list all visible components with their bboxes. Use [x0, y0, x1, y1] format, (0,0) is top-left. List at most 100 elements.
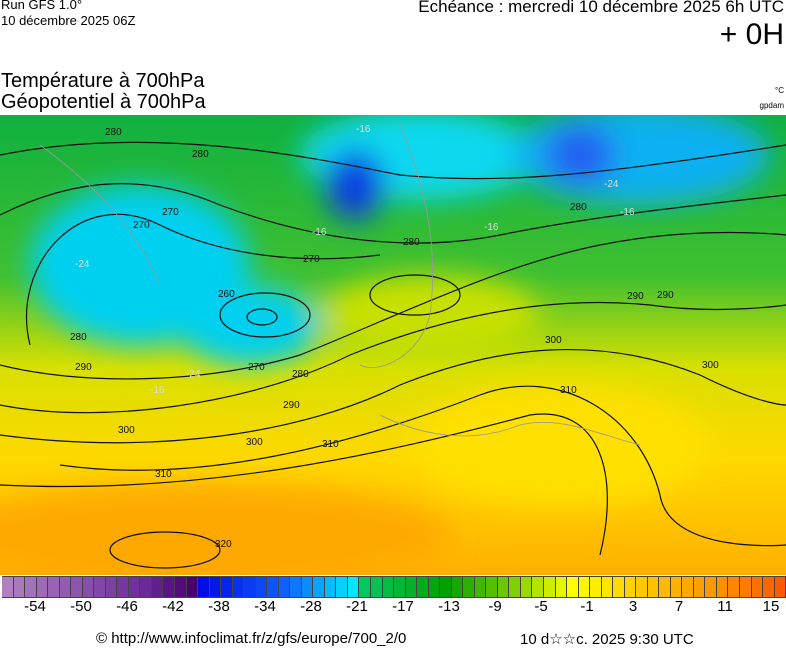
run-model: Run GFS 1.0° — [1, 0, 83, 12]
unit-temperature: °C — [775, 86, 784, 95]
colorbar-cell — [94, 577, 106, 597]
contour-labels: 280 280 270 270 280 270 260 280 290 270 280 290 300 3… — [70, 124, 719, 550]
colorbar-cell — [474, 577, 487, 597]
geopotential-label: 270 — [162, 207, 179, 218]
geopotential-label: 310 — [155, 469, 172, 480]
colorbar-cell — [405, 577, 418, 597]
geopotential-label: 280 — [403, 237, 420, 248]
colorbar-cell — [497, 577, 510, 597]
colorbar-cell — [347, 577, 360, 597]
geopotential-label: 310 — [322, 439, 339, 450]
colorbar-cell — [463, 577, 475, 597]
colorbar-cell — [636, 577, 648, 597]
colorbar-cell — [324, 577, 337, 597]
geopotential-label: 280 — [105, 127, 122, 138]
colorbar-cell — [578, 577, 591, 597]
colorbar-cell — [417, 577, 429, 597]
run-date: 10 décembre 2025 06Z — [1, 13, 136, 28]
geopotential-label: 290 — [283, 400, 300, 411]
colorbar-cell — [232, 577, 245, 597]
colorbar-cell — [359, 577, 371, 597]
colorbar-cell — [486, 577, 498, 597]
colorbar-tick-label: -42 — [162, 598, 184, 615]
colorbar-cell — [728, 577, 740, 597]
colorbar-cell — [128, 577, 141, 597]
coastlines — [39, 124, 641, 446]
colorbar-cell — [151, 577, 164, 597]
colorbar-cell — [371, 577, 383, 597]
title-geopotential: Géopotentiel à 700hPa — [1, 91, 206, 113]
temperature-label: -16 — [356, 124, 371, 135]
lead-time: + 0H — [719, 18, 784, 51]
geopotential-label: 290 — [627, 291, 644, 302]
colorbar-cell — [613, 577, 625, 597]
colorbar-tick-label: -5 — [534, 598, 548, 615]
unit-geopotential: gpdam — [759, 101, 784, 110]
geopotential-label: 300 — [246, 437, 263, 448]
colorbar-cell — [25, 577, 37, 597]
geopotential-label: 260 — [218, 289, 235, 300]
colorbar-cell — [520, 577, 533, 597]
colorbar-cell — [670, 577, 683, 597]
temperature-label: -24 — [186, 369, 201, 380]
colorbar-tick-label: -46 — [116, 598, 138, 615]
colorbar-cell — [509, 577, 521, 597]
generation-time: 10 d☆☆c. 2025 9:30 UTC — [520, 631, 694, 648]
colorbar-cell — [71, 577, 83, 597]
colorbar-cell — [751, 577, 764, 597]
temperature-label: -16 — [484, 222, 499, 233]
copyright-url[interactable]: © http://www.infoclimat.fr/z/gfs/europe/… — [96, 630, 407, 647]
geopotential-label: 280 — [192, 149, 209, 160]
colorbar-cell — [659, 577, 671, 597]
geopotential-label: 300 — [702, 360, 719, 371]
colorbar-cell — [763, 577, 775, 597]
colorbar-cell — [105, 577, 118, 597]
temperature-label: -16 — [620, 207, 635, 218]
geopotential-label: 280 — [70, 332, 87, 343]
weather-map: 280 280 270 270 280 270 260 280 290 270 280 290 300 3… — [0, 115, 786, 575]
temperature-label: -16 — [150, 385, 165, 396]
geopotential-label: 270 — [133, 220, 150, 231]
colorbar — [2, 576, 786, 598]
temperature-label: -24 — [604, 179, 619, 190]
colorbar-cell — [590, 577, 602, 597]
geopotential-contours — [0, 141, 786, 569]
colorbar-cell — [82, 577, 95, 597]
colorbar-tick-label: 7 — [674, 598, 684, 615]
colorbar-tick-label: -21 — [346, 598, 368, 615]
colorbar-cell — [624, 577, 637, 597]
temperature-label: -16 — [312, 227, 327, 238]
colorbar-tick-label: -54 — [24, 598, 46, 615]
colorbar-cell — [567, 577, 579, 597]
colorbar-tick-label: -38 — [208, 598, 230, 615]
colorbar-tick-label: 11 — [717, 598, 733, 615]
colorbar-tick-label: -50 — [70, 598, 92, 615]
geopotential-label: 310 — [560, 385, 577, 396]
colorbar-cell — [48, 577, 60, 597]
colorbar-cell — [532, 577, 544, 597]
colorbar-cell — [543, 577, 556, 597]
colorbar-cell — [59, 577, 72, 597]
colorbar-cell — [174, 577, 187, 597]
colorbar-tick-label: 15 — [762, 598, 780, 615]
colorbar-cell — [2, 577, 14, 597]
temperature-label: -24 — [75, 259, 90, 270]
colorbar-cell — [774, 577, 786, 597]
colorbar-cell — [705, 577, 717, 597]
temperature-blobs — [0, 115, 770, 575]
colorbar-cell — [221, 577, 233, 597]
colorbar-tick-label: -28 — [300, 598, 322, 615]
geopotential-label: 320 — [215, 539, 232, 550]
colorbar-cell — [693, 577, 706, 597]
geopotential-label: 290 — [657, 290, 674, 301]
colorbar-tick-label: -13 — [438, 598, 460, 615]
colorbar-tick-label: 3 — [628, 598, 638, 615]
colorbar-cell — [451, 577, 464, 597]
colorbar-cell — [255, 577, 268, 597]
colorbar-cell — [428, 577, 441, 597]
geopotential-label: 270 — [303, 254, 320, 265]
colorbar-cell — [186, 577, 199, 597]
colorbar-cell — [198, 577, 210, 597]
geopotential-label: 300 — [118, 425, 135, 436]
colorbar-cell — [301, 577, 314, 597]
